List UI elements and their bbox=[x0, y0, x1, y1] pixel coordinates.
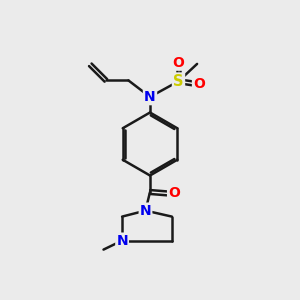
Text: N: N bbox=[140, 204, 151, 218]
Text: N: N bbox=[116, 234, 128, 248]
Text: S: S bbox=[173, 74, 184, 89]
Text: O: O bbox=[193, 77, 205, 91]
Text: O: O bbox=[172, 56, 184, 70]
Text: O: O bbox=[168, 187, 180, 200]
Text: N: N bbox=[144, 90, 156, 104]
